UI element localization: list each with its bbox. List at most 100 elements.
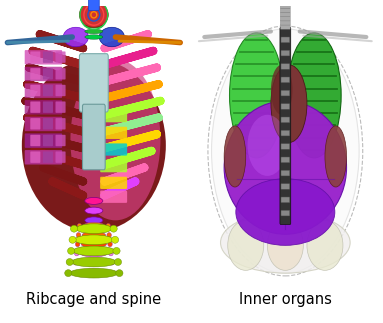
Ellipse shape [115,258,121,266]
Ellipse shape [228,220,264,270]
Ellipse shape [224,126,246,187]
Ellipse shape [77,224,82,228]
FancyBboxPatch shape [281,184,290,189]
Ellipse shape [211,29,359,273]
Ellipse shape [63,27,88,47]
Ellipse shape [106,224,110,228]
FancyBboxPatch shape [280,4,290,8]
FancyBboxPatch shape [30,51,40,63]
FancyBboxPatch shape [56,68,65,79]
FancyBboxPatch shape [100,160,127,172]
FancyBboxPatch shape [281,157,290,162]
FancyBboxPatch shape [281,77,290,83]
Ellipse shape [74,235,113,245]
Ellipse shape [70,225,78,232]
Ellipse shape [67,247,75,255]
Ellipse shape [325,126,347,187]
FancyBboxPatch shape [25,100,62,115]
FancyBboxPatch shape [43,135,53,146]
Ellipse shape [247,115,287,176]
Ellipse shape [85,197,103,204]
Ellipse shape [70,268,118,278]
Ellipse shape [85,24,103,28]
FancyBboxPatch shape [25,50,62,65]
FancyBboxPatch shape [100,110,127,122]
FancyBboxPatch shape [56,101,65,113]
Ellipse shape [69,236,76,243]
FancyBboxPatch shape [30,68,40,79]
FancyBboxPatch shape [43,101,53,113]
FancyBboxPatch shape [281,90,290,96]
Ellipse shape [66,258,73,266]
FancyBboxPatch shape [281,37,290,43]
Ellipse shape [74,260,78,265]
FancyBboxPatch shape [100,127,127,139]
Ellipse shape [224,101,347,234]
FancyBboxPatch shape [280,21,290,25]
Ellipse shape [109,251,113,256]
FancyBboxPatch shape [43,151,53,163]
FancyBboxPatch shape [43,51,53,63]
Ellipse shape [70,59,160,220]
FancyBboxPatch shape [43,68,53,79]
Ellipse shape [116,270,123,276]
Ellipse shape [107,233,111,238]
FancyBboxPatch shape [30,85,40,96]
FancyBboxPatch shape [280,8,290,13]
Text: Ribcage and spine: Ribcage and spine [26,292,161,307]
Ellipse shape [221,212,350,273]
Ellipse shape [99,27,124,47]
Ellipse shape [83,223,105,229]
Ellipse shape [85,13,103,17]
Ellipse shape [229,33,283,158]
FancyBboxPatch shape [281,170,290,176]
Ellipse shape [85,207,103,214]
FancyBboxPatch shape [56,51,65,63]
FancyBboxPatch shape [30,101,40,113]
Ellipse shape [85,35,103,39]
Ellipse shape [85,227,103,234]
FancyBboxPatch shape [281,130,290,136]
Text: Inner organs: Inner organs [239,292,332,307]
FancyBboxPatch shape [281,50,290,56]
FancyBboxPatch shape [56,85,65,96]
Ellipse shape [85,217,103,224]
Ellipse shape [85,7,103,11]
Ellipse shape [74,251,79,256]
Ellipse shape [65,270,72,276]
FancyBboxPatch shape [30,151,40,163]
FancyBboxPatch shape [281,104,290,109]
FancyBboxPatch shape [25,150,62,164]
FancyBboxPatch shape [56,118,65,130]
Ellipse shape [113,247,120,255]
FancyBboxPatch shape [281,117,290,122]
FancyBboxPatch shape [43,85,53,96]
FancyBboxPatch shape [25,133,62,148]
FancyBboxPatch shape [88,0,99,11]
FancyBboxPatch shape [25,117,62,131]
Ellipse shape [22,59,166,232]
FancyBboxPatch shape [281,197,290,203]
FancyBboxPatch shape [25,83,62,98]
FancyBboxPatch shape [281,144,290,149]
Ellipse shape [73,246,115,256]
Ellipse shape [79,259,108,266]
FancyBboxPatch shape [281,210,290,216]
FancyBboxPatch shape [280,25,290,29]
Ellipse shape [271,65,307,142]
FancyBboxPatch shape [56,135,65,146]
FancyBboxPatch shape [280,27,291,224]
Ellipse shape [271,65,293,115]
Ellipse shape [287,33,341,158]
Ellipse shape [85,29,103,34]
Ellipse shape [79,2,108,27]
Ellipse shape [76,233,81,238]
Ellipse shape [76,224,112,234]
FancyBboxPatch shape [79,54,108,112]
Ellipse shape [236,179,335,245]
FancyBboxPatch shape [30,135,40,146]
Ellipse shape [85,18,103,23]
FancyBboxPatch shape [43,118,53,130]
FancyBboxPatch shape [25,67,62,81]
FancyBboxPatch shape [100,143,127,156]
